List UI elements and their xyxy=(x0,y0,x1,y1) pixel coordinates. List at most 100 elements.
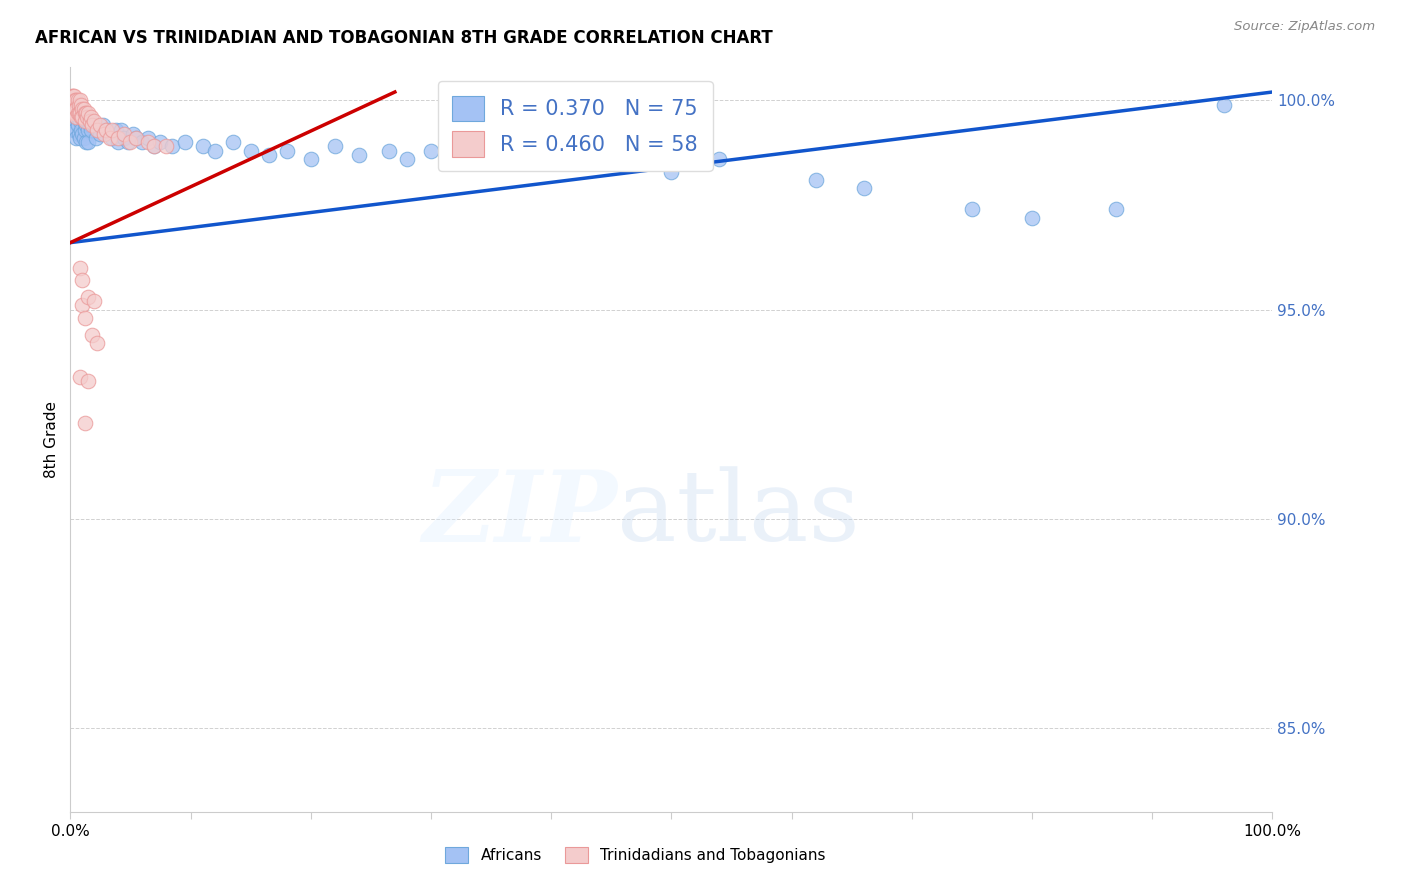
Point xyxy=(117,135,139,149)
Text: atlas: atlas xyxy=(617,466,860,562)
Point xyxy=(80,327,103,342)
Point xyxy=(63,89,86,103)
Point xyxy=(63,102,86,116)
Point xyxy=(75,119,97,133)
Point xyxy=(347,148,370,162)
Point xyxy=(62,106,84,120)
Point xyxy=(75,135,97,149)
Point xyxy=(83,294,105,309)
Point xyxy=(63,106,86,120)
Point xyxy=(395,152,418,166)
Point xyxy=(98,131,121,145)
Point xyxy=(101,122,124,136)
Point xyxy=(143,139,166,153)
Point xyxy=(503,156,526,170)
Point xyxy=(77,135,100,149)
Point xyxy=(564,152,586,166)
Point xyxy=(63,106,86,120)
Point xyxy=(155,139,177,153)
Point xyxy=(73,122,96,136)
Point xyxy=(77,290,100,304)
Point xyxy=(60,97,83,112)
Point xyxy=(65,110,87,124)
Point xyxy=(67,106,90,120)
Point xyxy=(138,135,160,149)
Point xyxy=(72,273,94,287)
Point xyxy=(121,127,143,141)
Point xyxy=(107,135,129,149)
Point xyxy=(63,106,86,120)
Point xyxy=(60,89,83,103)
Point xyxy=(709,152,731,166)
Point xyxy=(73,310,96,325)
Point xyxy=(70,106,93,120)
Point xyxy=(80,122,103,136)
Point xyxy=(149,135,172,149)
Point xyxy=(73,114,96,128)
Point xyxy=(378,144,401,158)
Point xyxy=(80,110,103,124)
Point xyxy=(65,94,87,108)
Point xyxy=(77,106,100,120)
Point xyxy=(65,102,87,116)
Point xyxy=(125,131,148,145)
Point xyxy=(79,114,101,128)
Point xyxy=(173,135,195,149)
Point xyxy=(588,156,610,170)
Point xyxy=(1105,202,1128,216)
Point xyxy=(66,106,89,120)
Point xyxy=(420,144,443,158)
Point xyxy=(86,122,108,136)
Point xyxy=(66,119,89,133)
Point xyxy=(62,97,84,112)
Point xyxy=(63,102,86,116)
Text: ZIP: ZIP xyxy=(422,466,617,562)
Point xyxy=(107,131,129,145)
Point xyxy=(72,114,94,128)
Point xyxy=(73,106,96,120)
Point xyxy=(77,374,100,388)
Point xyxy=(120,135,142,149)
Point xyxy=(79,119,101,133)
Point xyxy=(62,89,84,103)
Point xyxy=(62,102,84,116)
Point xyxy=(91,119,114,133)
Point xyxy=(96,122,118,136)
Point xyxy=(72,110,94,124)
Point xyxy=(66,106,89,120)
Point xyxy=(77,122,100,136)
Point xyxy=(80,119,103,133)
Point xyxy=(112,127,135,141)
Point xyxy=(72,127,94,141)
Point xyxy=(143,139,166,153)
Point xyxy=(1021,211,1043,225)
Point xyxy=(69,94,91,108)
Point xyxy=(204,144,226,158)
Point xyxy=(239,144,262,158)
Point xyxy=(112,131,135,145)
Point xyxy=(93,127,115,141)
Point xyxy=(70,122,93,136)
Point xyxy=(191,139,214,153)
Point xyxy=(852,181,875,195)
Point xyxy=(69,106,91,120)
Point xyxy=(69,260,91,275)
Y-axis label: 8th Grade: 8th Grade xyxy=(44,401,59,478)
Point xyxy=(73,110,96,124)
Point xyxy=(62,122,84,136)
Point xyxy=(84,131,107,145)
Point xyxy=(70,97,93,112)
Point xyxy=(86,336,108,351)
Text: Source: ZipAtlas.com: Source: ZipAtlas.com xyxy=(1234,20,1375,33)
Text: AFRICAN VS TRINIDADIAN AND TOBAGONIAN 8TH GRADE CORRELATION CHART: AFRICAN VS TRINIDADIAN AND TOBAGONIAN 8T… xyxy=(35,29,773,46)
Point xyxy=(323,139,346,153)
Point xyxy=(67,97,90,112)
Point xyxy=(83,119,105,133)
Point xyxy=(69,114,91,128)
Point xyxy=(101,131,124,145)
Point xyxy=(257,148,280,162)
Point xyxy=(1213,97,1236,112)
Point xyxy=(89,127,111,141)
Point xyxy=(125,131,148,145)
Point xyxy=(63,122,86,136)
